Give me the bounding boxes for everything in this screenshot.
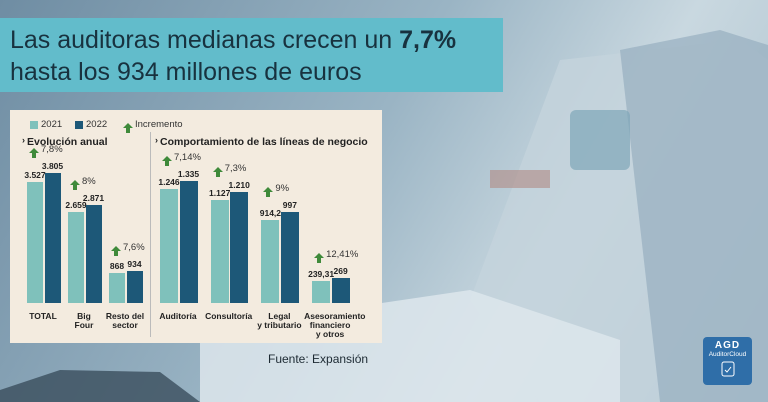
- increment-label: 7,6%: [123, 242, 145, 253]
- headline-text: Las auditoras medianas crecen un: [10, 26, 393, 54]
- increment-label: 7,3%: [224, 163, 247, 175]
- bar: [230, 192, 249, 303]
- section-title: Evolución anual: [27, 136, 108, 148]
- value-label: 934: [127, 259, 142, 269]
- bar: [68, 211, 84, 303]
- bar: [27, 182, 43, 303]
- category-label: Asesoramiento financiero y otros: [304, 311, 366, 339]
- category-label: Legal y tributario: [257, 311, 302, 330]
- logo-icon: [721, 361, 734, 377]
- bar: [160, 189, 178, 303]
- value-label: 1.127: [209, 188, 231, 199]
- increment-arrow: [314, 250, 325, 264]
- bar: [261, 219, 280, 303]
- bar: [126, 271, 143, 303]
- increment-arrow: [70, 177, 80, 190]
- category-label: Auditoría: [159, 311, 197, 321]
- value-label: 868: [109, 261, 125, 272]
- increment-label: 12,41%: [326, 249, 359, 261]
- divider: [150, 132, 151, 337]
- section-title: Comportamiento de las líneas de negocio: [160, 136, 368, 148]
- value-label: 269: [333, 266, 348, 277]
- category-label: Consultoría: [205, 311, 253, 321]
- bar: [210, 200, 229, 303]
- bar: [85, 204, 102, 303]
- increment-arrow: [162, 153, 172, 167]
- value-label: 2.871: [82, 192, 105, 203]
- section-marker: ›: [22, 135, 25, 145]
- value-label: 1.335: [177, 169, 200, 180]
- increment-arrow: [29, 145, 39, 158]
- bar: [280, 211, 299, 303]
- infographic-panel: 2021 2022 Incremento Evolución anual › 3.527 3…: [10, 110, 382, 343]
- value-label: 914,2: [259, 207, 282, 218]
- increment-label: 8%: [82, 175, 96, 187]
- legend-swatch: [30, 121, 38, 129]
- value-label: 3.805: [41, 160, 64, 171]
- increment-label: 7,14%: [174, 152, 201, 164]
- logo: AGD AuditorCloud: [703, 337, 752, 385]
- headline: Las auditoras medianas crecen un 7,7% has…: [0, 18, 503, 92]
- section-marker: ›: [155, 135, 158, 145]
- headline-text: hasta los 934 millones de euros: [10, 58, 362, 86]
- increment-arrow: [263, 184, 274, 197]
- headline-highlight: 7,7%: [399, 26, 457, 54]
- value-label: 1.210: [228, 180, 250, 191]
- bar: [312, 281, 331, 303]
- increment-label: 9%: [275, 182, 290, 194]
- category-label: TOTAL: [29, 311, 57, 321]
- value-label: 2.659: [65, 199, 87, 210]
- logo-brand: AGD: [714, 340, 741, 351]
- value-label: 997: [282, 199, 297, 210]
- logo-product: AuditorCloud: [708, 351, 747, 358]
- increment-arrow: [111, 243, 121, 256]
- increment-arrow: [123, 120, 133, 133]
- source: Fuente: Expansión: [268, 352, 369, 366]
- increment-arrow: [212, 164, 223, 178]
- legend-label: 2021: [41, 119, 63, 130]
- bar: [44, 172, 61, 303]
- value-label: 3.527: [24, 170, 46, 181]
- legend-label: 2022: [86, 119, 108, 130]
- bar: [179, 181, 198, 303]
- bar: [331, 278, 350, 303]
- category-label: Resto del sector: [105, 311, 145, 330]
- increment-label: 7,8%: [41, 143, 63, 155]
- bar: [109, 273, 125, 303]
- value-label: 239,31: [308, 269, 335, 280]
- legend-label: Incremento: [135, 119, 183, 130]
- value-label: 1.246: [158, 177, 180, 188]
- category-label: Big Four: [74, 311, 94, 330]
- legend-swatch: [75, 121, 83, 129]
